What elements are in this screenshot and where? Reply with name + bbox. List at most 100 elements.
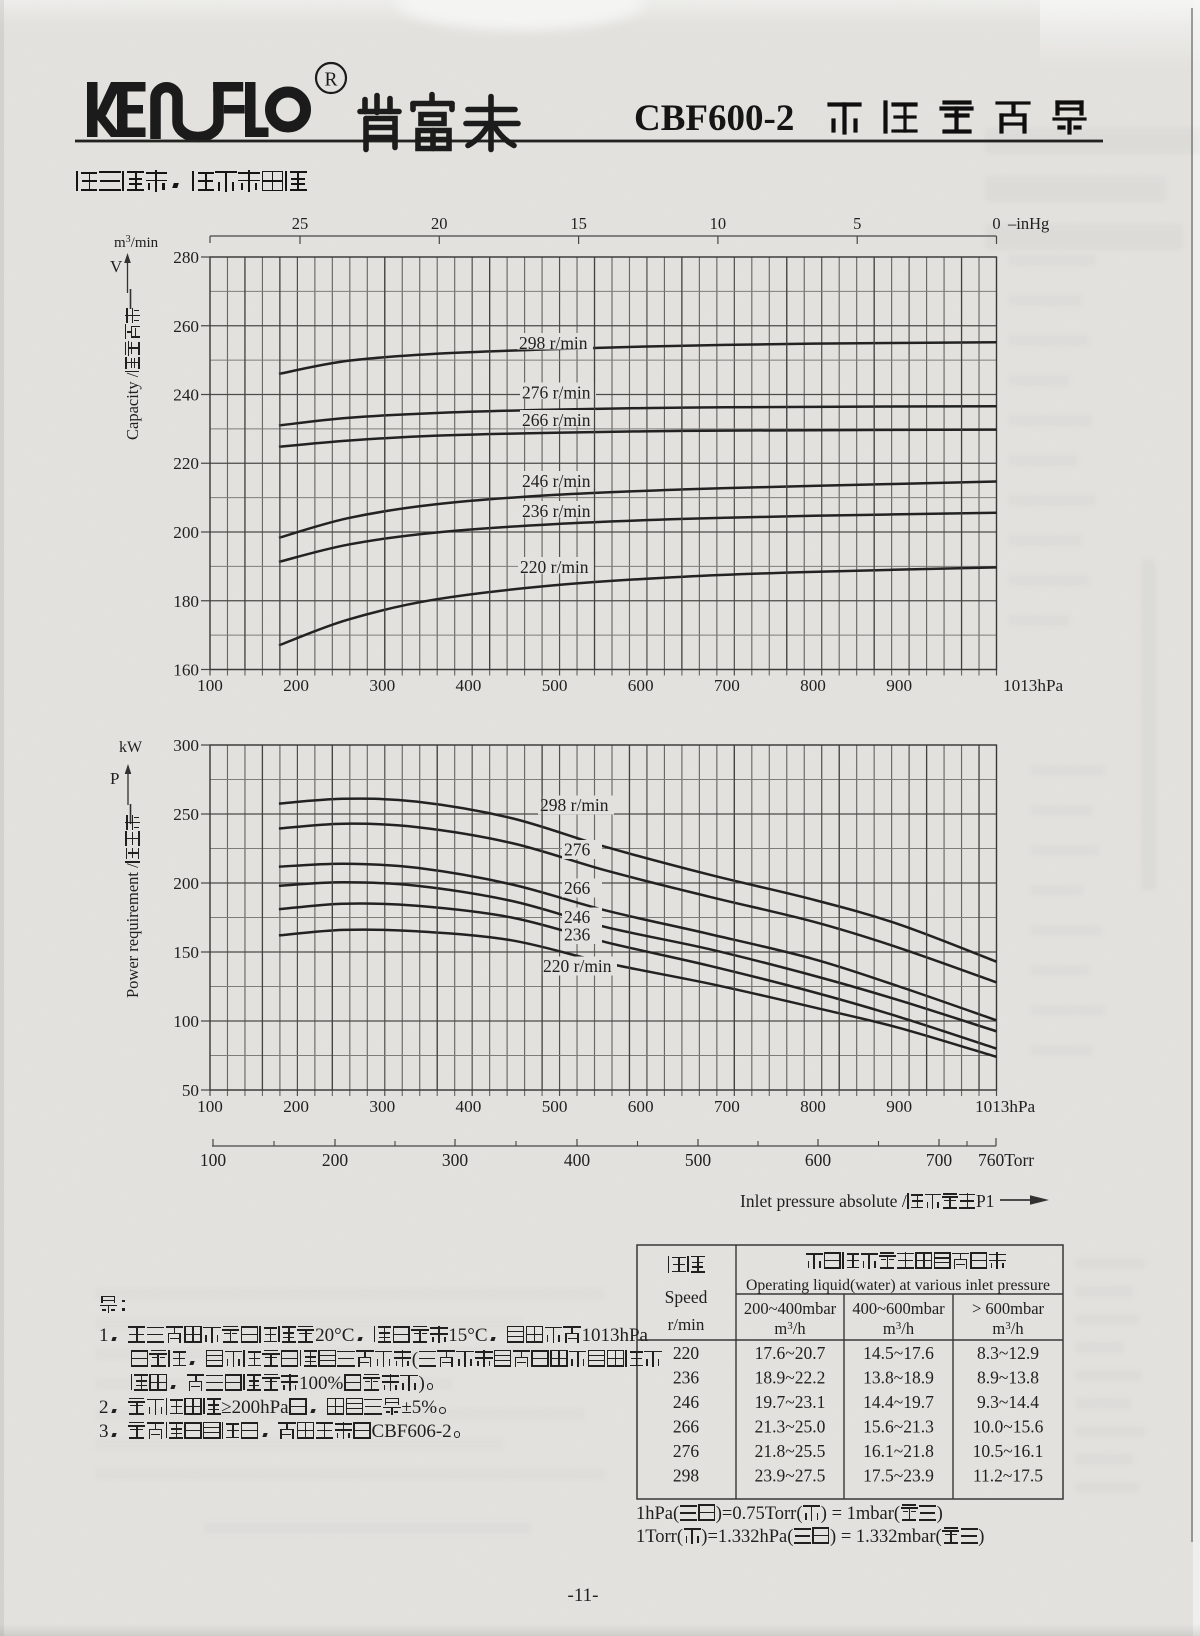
svg-text:R: R <box>324 70 337 91</box>
svg-text:700: 700 <box>926 1150 953 1170</box>
svg-text:220 r/min: 220 r/min <box>543 956 612 976</box>
svg-text:500: 500 <box>685 1150 712 1170</box>
svg-text:760Torr: 760Torr <box>978 1150 1034 1170</box>
svg-text:Operating liquid(water) at var: Operating liquid(water) at various inlet… <box>746 1277 1050 1294</box>
svg-text:400: 400 <box>456 1097 482 1116</box>
svg-text:246 r/min: 246 r/min <box>522 471 591 491</box>
svg-text:298: 298 <box>673 1466 700 1486</box>
svg-text:900: 900 <box>886 1097 912 1116</box>
svg-text:260: 260 <box>173 317 199 336</box>
svg-text:9.3~14.4: 9.3~14.4 <box>977 1392 1039 1412</box>
svg-text:276: 276 <box>673 1441 700 1461</box>
svg-text:300: 300 <box>369 1097 395 1116</box>
svg-text:m3/h: m3/h <box>883 1319 915 1338</box>
svg-text:400: 400 <box>456 676 482 695</box>
svg-text:160: 160 <box>173 661 199 680</box>
svg-text:700: 700 <box>714 676 740 695</box>
svg-text:21.3~25.0: 21.3~25.0 <box>755 1417 826 1437</box>
svg-text:200~400mbar: 200~400mbar <box>744 1299 837 1318</box>
svg-text:266: 266 <box>564 878 591 898</box>
svg-text:V: V <box>110 257 123 276</box>
svg-text:200: 200 <box>173 523 199 542</box>
svg-text:8.9~13.8: 8.9~13.8 <box>977 1368 1039 1388</box>
svg-text:18.9~22.2: 18.9~22.2 <box>755 1368 826 1388</box>
svg-text:14.4~19.7: 14.4~19.7 <box>863 1392 934 1412</box>
svg-text:25: 25 <box>292 214 309 233</box>
svg-text:236: 236 <box>564 925 591 945</box>
svg-text:5: 5 <box>853 214 861 233</box>
svg-text:–inHg: –inHg <box>1007 214 1049 233</box>
svg-text:266: 266 <box>673 1417 700 1437</box>
svg-text:20: 20 <box>431 214 448 233</box>
svg-text:17.5~23.9: 17.5~23.9 <box>863 1466 934 1486</box>
svg-text:15.6~21.3: 15.6~21.3 <box>863 1417 934 1437</box>
svg-text:m3/h: m3/h <box>774 1319 806 1338</box>
svg-text:50: 50 <box>182 1081 199 1100</box>
svg-text:298 r/min: 298 r/min <box>519 333 588 353</box>
svg-text:240: 240 <box>173 386 199 405</box>
svg-text:1013hPa: 1013hPa <box>1003 676 1064 695</box>
svg-text:276 r/min: 276 r/min <box>522 383 591 403</box>
svg-text:17.6~20.7: 17.6~20.7 <box>755 1343 826 1363</box>
svg-text:> 600mbar: > 600mbar <box>972 1299 1045 1318</box>
svg-text:10.0~15.6: 10.0~15.6 <box>973 1417 1044 1437</box>
svg-text:200: 200 <box>283 676 309 695</box>
svg-text:200: 200 <box>173 874 199 893</box>
svg-text:300: 300 <box>173 736 199 755</box>
svg-text:700: 700 <box>714 1097 740 1116</box>
svg-text:m3/h: m3/h <box>992 1319 1024 1338</box>
svg-text:0: 0 <box>992 214 1000 233</box>
svg-text:800: 800 <box>800 676 826 695</box>
svg-text:19.7~23.1: 19.7~23.1 <box>755 1392 826 1412</box>
svg-text:100: 100 <box>197 1097 223 1116</box>
svg-text:-11-: -11- <box>568 1585 599 1606</box>
svg-text:200: 200 <box>283 1097 309 1116</box>
svg-text:10.5~16.1: 10.5~16.1 <box>973 1441 1044 1461</box>
svg-text:236: 236 <box>673 1368 700 1388</box>
svg-text:m3/min: m3/min <box>114 234 159 251</box>
svg-text:900: 900 <box>886 676 912 695</box>
svg-text:r/min: r/min <box>668 1315 705 1334</box>
svg-text:16.1~21.8: 16.1~21.8 <box>863 1441 934 1461</box>
svg-text:800: 800 <box>800 1097 826 1116</box>
svg-text:15: 15 <box>570 214 587 233</box>
svg-text:400~600mbar: 400~600mbar <box>852 1299 945 1318</box>
svg-text:280: 280 <box>173 248 199 267</box>
svg-text:CBF600-2: CBF600-2 <box>634 98 794 139</box>
svg-text:100: 100 <box>173 1012 199 1031</box>
svg-text:kW: kW <box>119 739 143 756</box>
svg-text:21.8~25.5: 21.8~25.5 <box>755 1441 826 1461</box>
svg-text:220 r/min: 220 r/min <box>520 557 589 577</box>
svg-text:100: 100 <box>200 1150 227 1170</box>
svg-text:Speed: Speed <box>665 1287 708 1307</box>
svg-text:250: 250 <box>173 805 199 824</box>
svg-text:236 r/min: 236 r/min <box>522 501 591 521</box>
svg-text:220: 220 <box>673 1343 700 1363</box>
svg-text:8.3~12.9: 8.3~12.9 <box>977 1343 1039 1363</box>
svg-text:11.2~17.5: 11.2~17.5 <box>973 1466 1043 1486</box>
svg-text:600: 600 <box>628 676 654 695</box>
svg-text:1013hPa: 1013hPa <box>975 1097 1036 1116</box>
svg-text:300: 300 <box>369 676 395 695</box>
svg-text:13.8~18.9: 13.8~18.9 <box>863 1368 934 1388</box>
svg-text:180: 180 <box>173 592 199 611</box>
svg-text:P: P <box>110 769 119 788</box>
svg-text:150: 150 <box>173 943 199 962</box>
svg-text:23.9~27.5: 23.9~27.5 <box>755 1466 826 1486</box>
svg-text:246: 246 <box>564 907 591 927</box>
svg-text:266 r/min: 266 r/min <box>522 410 591 430</box>
svg-text:298 r/min: 298 r/min <box>540 795 609 815</box>
svg-text:600: 600 <box>805 1150 832 1170</box>
svg-text:276: 276 <box>564 840 591 860</box>
svg-text:500: 500 <box>542 676 568 695</box>
svg-text:500: 500 <box>542 1097 568 1116</box>
svg-text:14.5~17.6: 14.5~17.6 <box>863 1343 934 1363</box>
svg-text:600: 600 <box>628 1097 654 1116</box>
svg-text:300: 300 <box>442 1150 469 1170</box>
svg-text:10: 10 <box>710 214 727 233</box>
svg-text:246: 246 <box>673 1392 700 1412</box>
svg-text:400: 400 <box>564 1150 591 1170</box>
svg-text:200: 200 <box>322 1150 349 1170</box>
svg-text:100: 100 <box>197 676 223 695</box>
svg-text:220: 220 <box>173 454 199 473</box>
